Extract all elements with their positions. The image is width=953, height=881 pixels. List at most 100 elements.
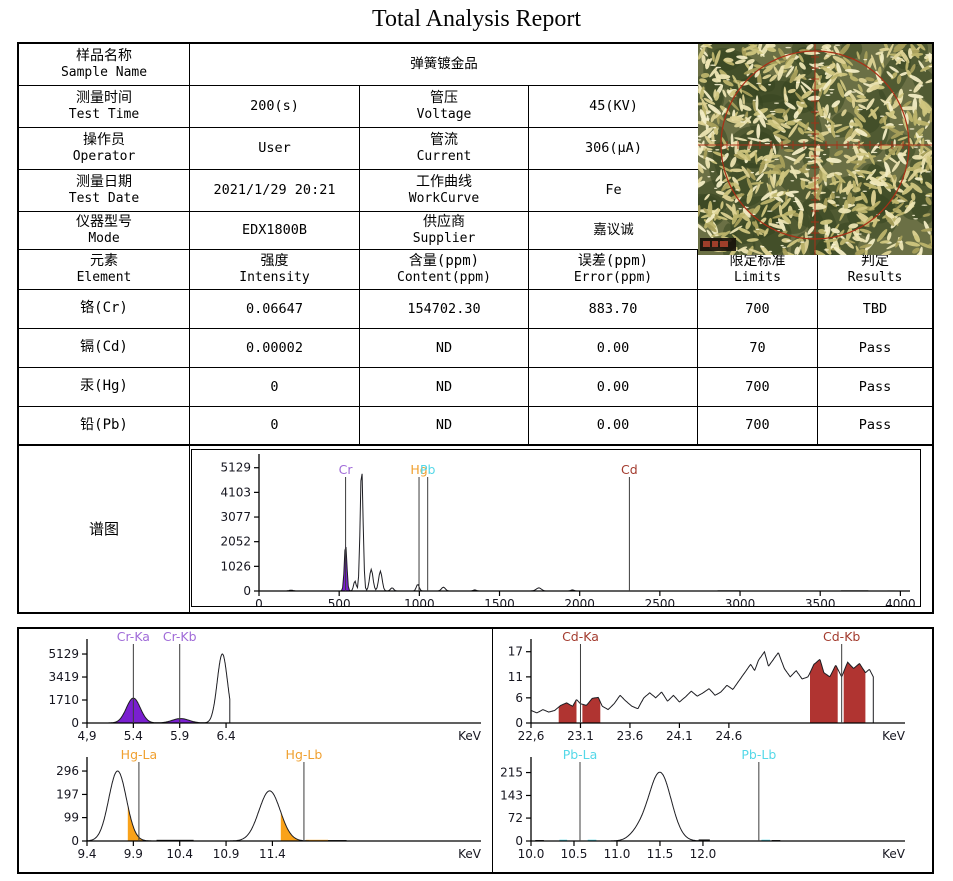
cd-error: 0.00 [529,329,698,367]
value-test-date: 2021/1/29 20:21 [190,170,360,211]
label-current: 管流 Current [360,128,529,169]
svg-text:4000: 4000 [885,597,916,606]
svg-text:0: 0 [243,584,251,598]
svg-text:22,6: 22,6 [518,729,545,743]
svg-text:12.0: 12.0 [690,847,717,861]
cr-element: 铬(Cr) [19,290,190,328]
svg-text:Hg-Lb: Hg-Lb [286,748,323,762]
svg-text:500: 500 [328,597,351,606]
svg-text:KeV: KeV [458,847,482,861]
row-mode-supplier: 仪器型号 Mode EDX1800B 供应商 Supplier 嘉议诚 [19,212,932,250]
value-test-time: 200(s) [190,86,360,127]
label-test-date: 测量日期 Test Date [19,170,190,211]
svg-text:4,9: 4,9 [77,729,96,743]
svg-text:3500: 3500 [805,597,836,606]
svg-text:1026: 1026 [220,559,251,573]
hg-peaks-chart: 0 99 197 296 9.4 9.9 10.4 10.9 11.4 KeV Hg-La Hg-Lb [56,748,482,861]
svg-text:1710: 1710 [48,693,79,707]
pb-peaks-chart: 0 72 143 215 10.0 10.5 11.0 11.5 12.0 KeV Pb-La Pb-… [500,748,906,861]
cr-error: 883.70 [529,290,698,328]
label-mode: 仪器型号 Mode [19,212,190,249]
svg-text:0: 0 [71,716,79,730]
svg-text:Cr-Ka: Cr-Ka [117,630,150,644]
svg-text:23.1: 23.1 [567,729,594,743]
sample-photo [698,44,932,255]
hg-content: ND [360,368,529,406]
svg-text:24.6: 24.6 [716,729,743,743]
element-row-cr: 铬(Cr) 0.06647 154702.30 883.70 700 TBD [19,290,932,329]
svg-text:Hg: Hg [410,462,427,477]
label-workcurve: 工作曲线 WorkCurve [360,170,529,211]
spectrum-row: 谱图 0 1026 2052 3077 4103 5129 0 500 1000 1500 2000… [19,446,932,612]
cd-content: ND [360,329,529,367]
header-limits: 限定标准 Limits [698,250,818,289]
panel-divider [492,629,493,872]
svg-text:99: 99 [64,811,79,825]
svg-text:2000: 2000 [564,597,595,606]
svg-text:10.9: 10.9 [213,847,240,861]
label-supplier: 供应商 Supplier [360,212,529,249]
cd-peaks-chart: 0 6 11 17 22,6 23.1 23.6 24.1 24.6 KeV Cd-Ka Cd-Kb [508,630,906,743]
svg-text:296: 296 [56,764,79,778]
svg-text:Pb: Pb [420,462,436,477]
element-row-hg: 汞(Hg) 0 ND 0.00 700 Pass [19,368,932,407]
cd-limits: 70 [698,329,818,367]
svg-text:197: 197 [56,787,79,801]
svg-text:KeV: KeV [882,729,906,743]
svg-text:10.0: 10.0 [518,847,545,861]
svg-text:1500: 1500 [484,597,515,606]
svg-text:9.9: 9.9 [124,847,143,861]
svg-text:10.4: 10.4 [166,847,193,861]
svg-text:0: 0 [255,597,263,606]
svg-text:11.4: 11.4 [259,847,286,861]
svg-text:72: 72 [508,811,523,825]
svg-text:1000: 1000 [404,597,435,606]
hg-intensity: 0 [190,368,360,406]
cd-intensity: 0.00002 [190,329,360,367]
main-spectrum-chart: 0 1026 2052 3077 4103 5129 0 500 1000 1500 2000 250… [220,454,916,611]
svg-text:6: 6 [515,691,523,705]
svg-text:17: 17 [508,645,523,659]
svg-text:9.4: 9.4 [77,847,96,861]
svg-text:4103: 4103 [220,485,251,499]
label-operator: 操作员 Operator [19,128,190,169]
svg-text:Cd-Kb: Cd-Kb [823,630,860,644]
cr-results: TBD [862,300,888,317]
pb-results: Pass [858,417,892,434]
hg-limits: 700 [698,368,818,406]
svg-text:3000: 3000 [725,597,756,606]
svg-text:3419: 3419 [48,670,79,684]
svg-text:6.4: 6.4 [217,729,236,743]
spectrum-chart-box: 0 1026 2052 3077 4103 5129 0 500 1000 1500 2000 250… [191,449,921,611]
hg-error: 0.00 [529,368,698,406]
header-content: 含量(ppm) Content(ppm) [360,250,529,289]
svg-text:2500: 2500 [645,597,676,606]
svg-text:3077: 3077 [220,510,251,524]
svg-text:143: 143 [500,788,523,802]
pb-content: ND [360,407,529,444]
svg-text:Cd-Ka: Cd-Ka [562,630,599,644]
svg-text:11: 11 [508,670,523,684]
element-row-cd: 镉(Cd) 0.00002 ND 0.00 70 Pass [19,329,932,368]
element-table-header: 元素 Element 强度 Intensity 含量(ppm) Content(… [19,250,932,290]
hg-results: Pass [858,378,892,395]
header-intensity: 强度 Intensity [190,250,360,289]
header-error: 误差(ppm) Error(ppm) [529,250,698,289]
row-sample-name: 样品名称 Sample Name 弹簧镀金品 [19,44,932,86]
svg-text:5129: 5129 [48,647,79,661]
svg-text:Cd: Cd [621,462,638,477]
header-results: 判定 Results [847,252,903,286]
cd-element: 镉(Cd) [19,329,190,367]
pb-intensity: 0 [190,407,360,444]
header-element: 元素 Element [19,250,190,289]
svg-text:11.0: 11.0 [604,847,631,861]
value-voltage: 45(KV) [589,98,638,115]
svg-text:24.1: 24.1 [666,729,693,743]
svg-text:0: 0 [71,834,79,848]
svg-text:23.6: 23.6 [617,729,644,743]
report-title: Total Analysis Report [372,6,581,32]
svg-text:5129: 5129 [220,461,251,475]
svg-text:11.5: 11.5 [647,847,674,861]
value-workcurve: Fe [605,182,622,199]
